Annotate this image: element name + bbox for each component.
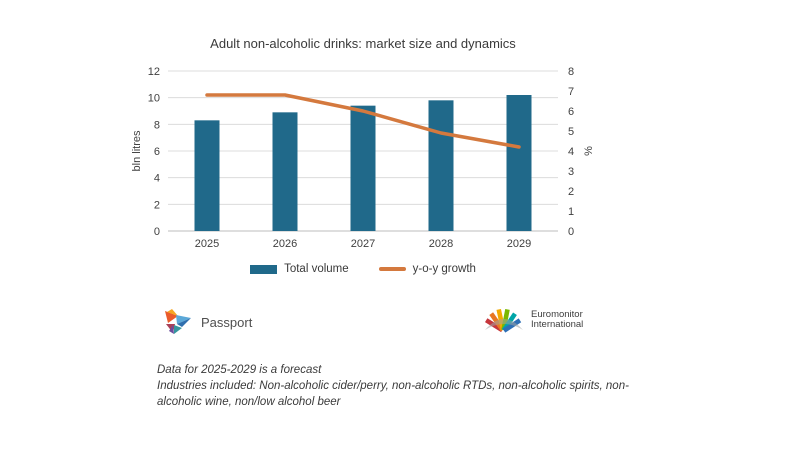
yoy-growth-line	[205, 93, 521, 149]
bar-2025	[194, 120, 220, 231]
legend-item-yoy-growth: y-o-y growth	[378, 263, 476, 275]
passport-logo: Passport	[162, 307, 252, 337]
euromonitor-label-line2: International	[531, 319, 584, 330]
right-axis-tick-label: 5	[568, 126, 574, 138]
legend-label: y-o-y growth	[412, 263, 476, 275]
right-axis-tick-label: 3	[568, 166, 574, 178]
left-axis-tick-label: 8	[154, 119, 160, 131]
left-axis-tick-label: 0	[154, 226, 160, 238]
passport-logo-label: Passport	[201, 314, 253, 330]
footnote-industries: Industries included: Non-alcoholic cider…	[157, 380, 629, 408]
right-axis-tick-label: 2	[568, 186, 574, 198]
left-axis-tick-label: 12	[148, 66, 160, 78]
legend-item-total-volume: Total volume	[250, 263, 349, 275]
euromonitor-logo-label: Euromonitor International	[531, 310, 583, 330]
right-axis-title: %	[583, 146, 595, 156]
left-axis-tick-label: 10	[148, 93, 160, 105]
right-axis-tick-label: 6	[568, 106, 574, 118]
right-axis-tick-label: 1	[568, 206, 574, 218]
bar-2028	[428, 100, 454, 231]
euromonitor-arc-icon	[484, 308, 523, 333]
legend-label: Total volume	[284, 263, 349, 275]
right-axis-tick-label: 7	[568, 86, 574, 98]
footnote-forecast: Data for 2025-2029 is a forecast	[157, 364, 322, 376]
x-axis-tick-label: 2029	[507, 238, 531, 250]
chart-title: Adult non-alcoholic drinks: market size …	[210, 36, 516, 51]
bar-swatch-icon	[250, 264, 278, 274]
bar-2026	[272, 112, 298, 231]
chart-legend: Total volume y-o-y growth	[130, 263, 596, 275]
line-swatch-icon	[378, 267, 406, 271]
chart-footnotes: Data for 2025-2029 is a forecast Industr…	[157, 362, 673, 410]
left-axis-tick-label: 2	[154, 199, 160, 211]
bar-2027	[350, 105, 376, 231]
euromonitor-logo: Euromonitor International	[483, 306, 583, 334]
left-axis-tick-label: 6	[154, 146, 160, 158]
passport-pinwheel-icon	[165, 309, 191, 334]
right-axis-tick-label: 4	[568, 146, 574, 158]
x-axis-tick-label: 2026	[273, 238, 297, 250]
right-axis-tick-label: 0	[568, 226, 574, 238]
x-axis-tick-label: 2027	[351, 238, 375, 250]
left-axis-title: bln litres	[131, 130, 143, 171]
euromonitor-label-line1: Euromonitor	[531, 309, 583, 320]
bar-2029	[506, 95, 532, 231]
right-axis-tick-label: 8	[568, 66, 574, 78]
left-axis-tick-label: 4	[154, 173, 160, 185]
x-axis-tick-label: 2025	[195, 238, 219, 250]
x-axis-tick-label: 2028	[429, 238, 453, 250]
